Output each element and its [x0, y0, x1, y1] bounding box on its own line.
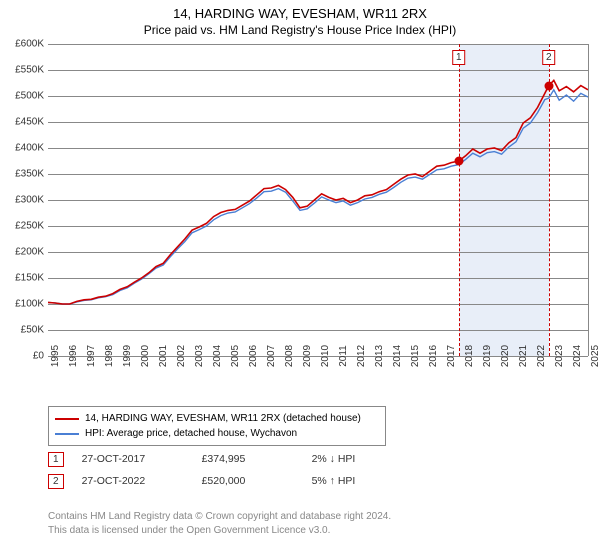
table-row: 1 27-OCT-2017£374,9952% ↓ HPI: [48, 448, 412, 470]
y-axis-label: £450K: [15, 117, 48, 128]
y-axis-label: £550K: [15, 65, 48, 76]
y-axis-label: £250K: [15, 221, 48, 232]
y-axis-label: £50K: [21, 325, 48, 336]
y-axis-label: £600K: [15, 39, 48, 50]
y-axis-label: £100K: [15, 299, 48, 310]
legend-label: 14, HARDING WAY, EVESHAM, WR11 2RX (deta…: [85, 411, 361, 426]
row-hpi: 2% ↓ HPI: [312, 453, 412, 465]
legend: 14, HARDING WAY, EVESHAM, WR11 2RX (deta…: [48, 406, 386, 446]
y-axis-label: £150K: [15, 273, 48, 284]
legend-swatch: [55, 433, 79, 435]
footer-note: Contains HM Land Registry data © Crown c…: [48, 510, 391, 537]
legend-row: 14, HARDING WAY, EVESHAM, WR11 2RX (deta…: [55, 411, 379, 426]
footer-line2: This data is licensed under the Open Gov…: [48, 524, 391, 538]
row-index: 2: [48, 474, 64, 489]
plot-area: £0£50K£100K£150K£200K£250K£300K£350K£400…: [48, 44, 589, 356]
chart-title: 14, HARDING WAY, EVESHAM, WR11 2RX: [0, 0, 600, 21]
line-series-svg: [48, 44, 588, 356]
y-axis-label: £350K: [15, 169, 48, 180]
y-axis-label: £500K: [15, 91, 48, 102]
row-date: 27-OCT-2022: [82, 475, 202, 487]
y-axis-label: £400K: [15, 143, 48, 154]
table-row: 2 27-OCT-2022£520,0005% ↑ HPI: [48, 470, 412, 492]
y-axis-label: £300K: [15, 195, 48, 206]
sale-marker: [454, 157, 463, 166]
legend-row: HPI: Average price, detached house, Wych…: [55, 426, 379, 441]
row-price: £520,000: [202, 475, 312, 487]
y-axis-label: £0: [33, 351, 48, 362]
row-price: £374,995: [202, 453, 312, 465]
chart-subtitle: Price paid vs. HM Land Registry's House …: [0, 21, 600, 41]
y-axis-label: £200K: [15, 247, 48, 258]
chart-container: 14, HARDING WAY, EVESHAM, WR11 2RX Price…: [0, 0, 600, 560]
row-index: 1: [48, 452, 64, 467]
row-date: 27-OCT-2017: [82, 453, 202, 465]
sales-table: 1 27-OCT-2017£374,9952% ↓ HPI 2 27-OCT-2022…: [48, 448, 412, 492]
sale-marker-label: 2: [542, 50, 556, 65]
series-line: [48, 80, 588, 304]
sale-marker-label: 1: [452, 50, 466, 65]
x-axis-label: 2025: [588, 345, 600, 367]
legend-swatch: [55, 418, 79, 420]
footer-line1: Contains HM Land Registry data © Crown c…: [48, 510, 391, 524]
sale-marker: [544, 81, 553, 90]
legend-label: HPI: Average price, detached house, Wych…: [85, 426, 297, 441]
row-hpi: 5% ↑ HPI: [312, 475, 412, 487]
